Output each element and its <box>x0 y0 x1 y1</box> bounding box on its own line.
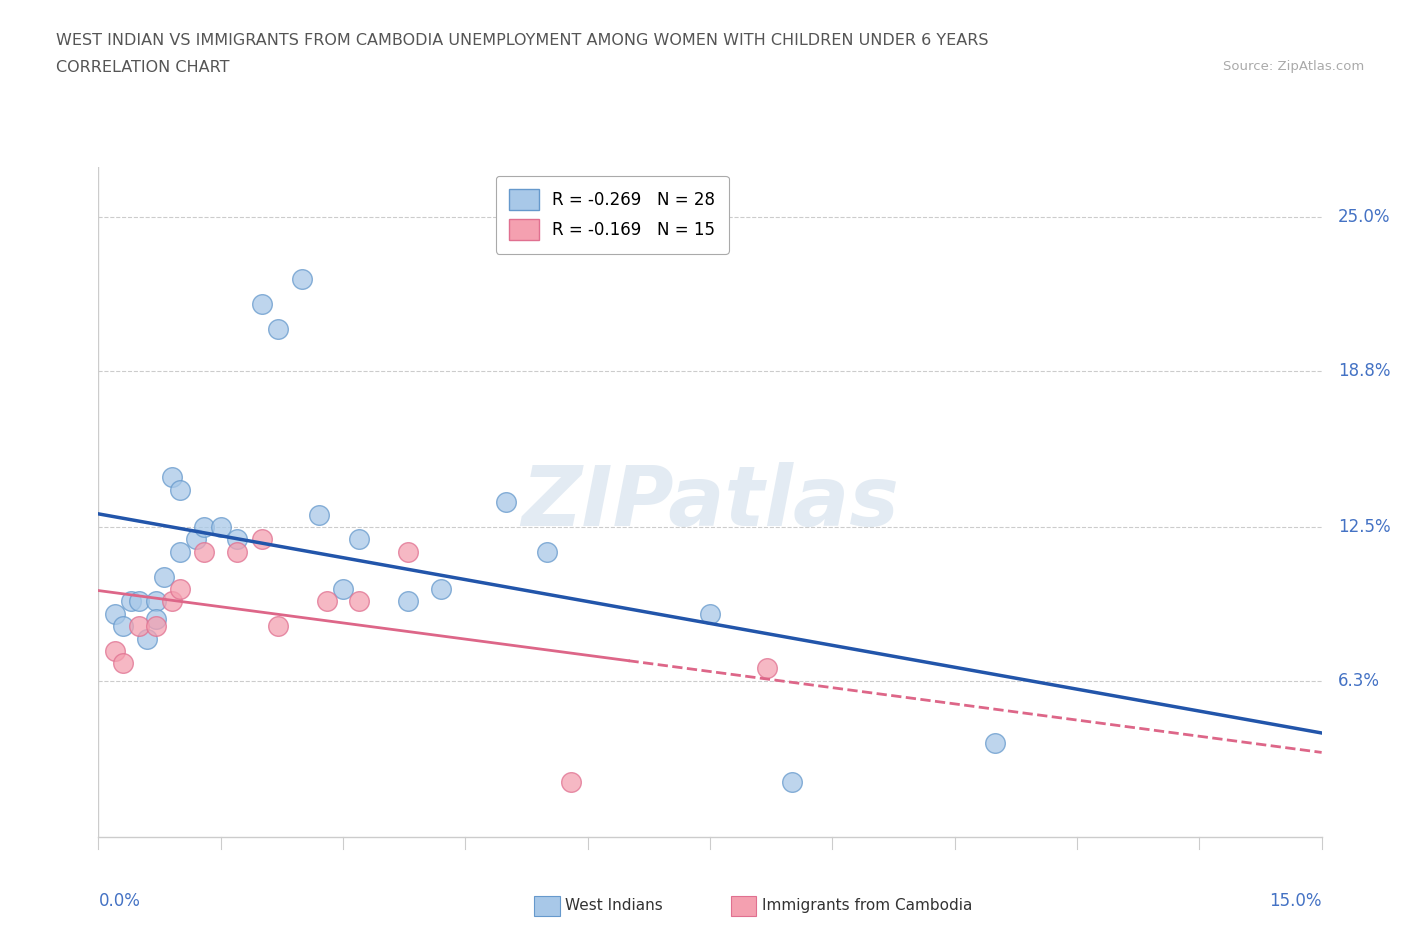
Point <box>560 775 582 790</box>
Point <box>160 594 183 609</box>
Point <box>396 544 419 559</box>
Point <box>145 611 167 626</box>
Point <box>226 544 249 559</box>
Point <box>349 532 371 547</box>
Point <box>160 470 183 485</box>
Point <box>332 581 354 596</box>
Point <box>308 507 330 522</box>
Text: Immigrants from Cambodia: Immigrants from Cambodia <box>762 898 973 913</box>
Point <box>169 544 191 559</box>
Text: WEST INDIAN VS IMMIGRANTS FROM CAMBODIA UNEMPLOYMENT AMONG WOMEN WITH CHILDREN U: WEST INDIAN VS IMMIGRANTS FROM CAMBODIA … <box>56 33 988 47</box>
Point <box>349 594 371 609</box>
Text: 25.0%: 25.0% <box>1339 208 1391 226</box>
Text: ZIPatlas: ZIPatlas <box>522 461 898 543</box>
Text: 18.8%: 18.8% <box>1339 362 1391 379</box>
Point <box>780 775 803 790</box>
Point <box>699 606 721 621</box>
Point <box>226 532 249 547</box>
Point <box>169 483 191 498</box>
Point <box>430 581 453 596</box>
Point <box>250 297 273 312</box>
Text: Source: ZipAtlas.com: Source: ZipAtlas.com <box>1223 60 1364 73</box>
Point <box>104 606 127 621</box>
Point <box>111 618 134 633</box>
Point <box>128 618 150 633</box>
Text: West Indians: West Indians <box>565 898 664 913</box>
Point <box>756 661 779 676</box>
Point <box>120 594 142 609</box>
Text: 15.0%: 15.0% <box>1270 892 1322 910</box>
Point <box>291 272 314 286</box>
Point <box>536 544 558 559</box>
Text: 0.0%: 0.0% <box>98 892 141 910</box>
Point <box>193 544 215 559</box>
Point <box>111 656 134 671</box>
Point <box>396 594 419 609</box>
Text: 6.3%: 6.3% <box>1339 671 1379 690</box>
Text: CORRELATION CHART: CORRELATION CHART <box>56 60 229 75</box>
Point <box>193 520 215 535</box>
Text: 12.5%: 12.5% <box>1339 518 1391 536</box>
Point <box>495 495 517 510</box>
Legend: R = -0.269   N = 28, R = -0.169   N = 15: R = -0.269 N = 28, R = -0.169 N = 15 <box>496 176 728 254</box>
Point <box>128 594 150 609</box>
Point <box>267 321 290 336</box>
Point <box>186 532 208 547</box>
Point <box>169 581 191 596</box>
Point <box>136 631 159 646</box>
Point <box>145 618 167 633</box>
Point <box>250 532 273 547</box>
Point <box>315 594 337 609</box>
Point <box>104 644 127 658</box>
Point <box>209 520 232 535</box>
Point <box>145 594 167 609</box>
Point <box>152 569 174 584</box>
Point <box>267 618 290 633</box>
Point <box>984 736 1007 751</box>
